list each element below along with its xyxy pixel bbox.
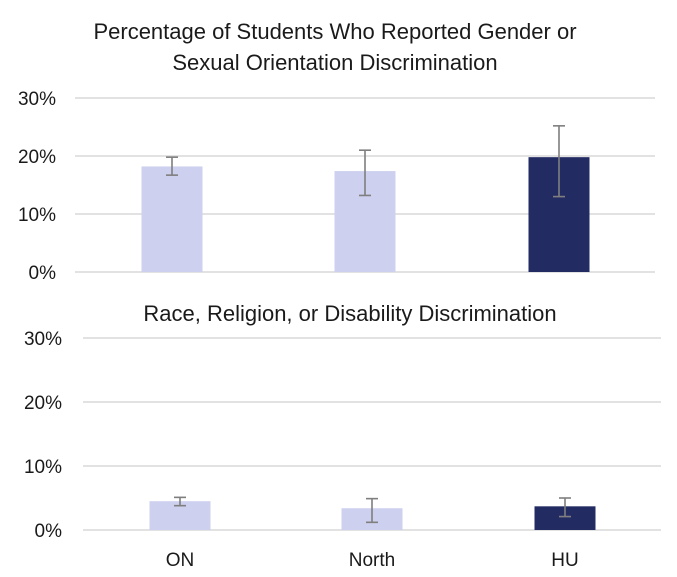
- error-bar-north: [359, 149, 371, 197]
- y-tick-label: 0%: [29, 263, 57, 284]
- error-bar-on: [174, 496, 186, 507]
- y-tick-label: 30%: [18, 89, 56, 110]
- bar-hu: [534, 506, 596, 530]
- error-bar-hu: [553, 125, 565, 198]
- y-tick-label: 30%: [24, 329, 62, 350]
- y-tick-label: 0%: [35, 521, 63, 542]
- y-tick-label: 20%: [24, 393, 62, 414]
- y-tick-label: 10%: [24, 457, 62, 478]
- chart-panel-bottom: 0% 10% 20% 30%: [24, 329, 661, 542]
- x-axis-labels: ON North HU: [166, 550, 579, 571]
- x-tick-label: HU: [551, 550, 578, 571]
- chart-title-bottom: Race, Religion, or Disability Discrimina…: [143, 301, 557, 326]
- chart-title-top: Percentage of Students Who Reported Gend…: [93, 19, 577, 75]
- chart-panel-top: 0% 10% 20% 30%: [18, 89, 655, 284]
- x-tick-label: North: [349, 550, 395, 571]
- error-bar-north: [366, 497, 378, 524]
- y-tick-label: 10%: [18, 205, 56, 226]
- error-bar-hu: [559, 497, 571, 518]
- bar-on: [141, 166, 203, 272]
- y-tick-label: 20%: [18, 147, 56, 168]
- error-bar-on: [166, 156, 178, 176]
- x-tick-label: ON: [166, 550, 195, 571]
